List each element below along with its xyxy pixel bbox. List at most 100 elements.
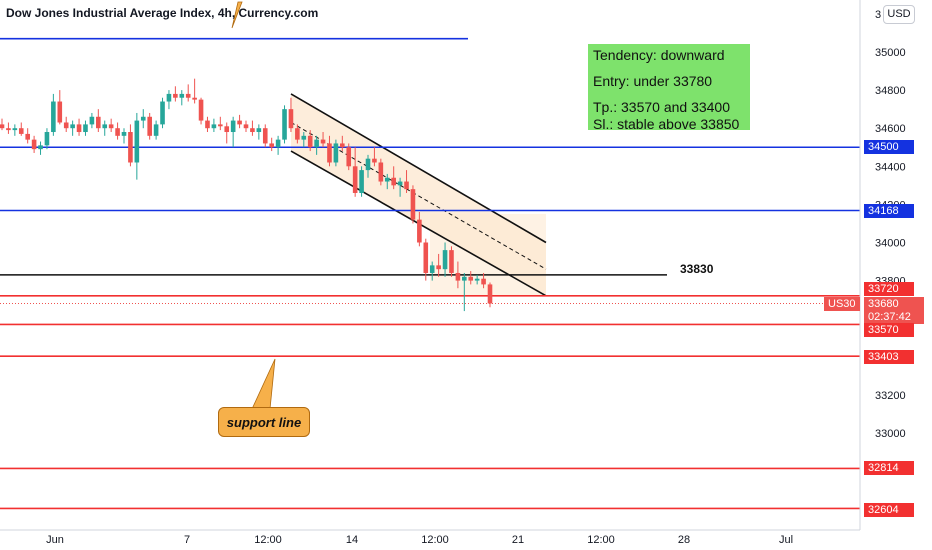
symbol-tag: US30 xyxy=(824,297,860,311)
candle-body xyxy=(0,124,5,129)
candle-body xyxy=(224,126,230,133)
candle-body xyxy=(128,132,133,163)
x-tick-label: 7 xyxy=(184,534,190,546)
trade-idea-box: Tendency: downward Entry: under 33780 Tp… xyxy=(588,44,750,132)
y-tick-label: 34400 xyxy=(875,161,906,173)
callout-pointers xyxy=(231,1,276,410)
candle-body xyxy=(327,143,332,163)
title-pointer xyxy=(231,1,243,29)
candle-body xyxy=(12,128,18,131)
candle-body xyxy=(76,124,82,133)
level-tag-34500: 34500 xyxy=(864,140,914,154)
level-tag-33720: 33720 xyxy=(864,282,914,296)
x-tick-label: 12:00 xyxy=(587,534,615,546)
candle-body xyxy=(269,143,274,148)
candle-body xyxy=(404,181,409,190)
candle-body xyxy=(166,93,172,102)
candle-body xyxy=(211,124,217,129)
candle-body xyxy=(314,139,319,148)
candle-body xyxy=(198,99,204,121)
candle-body xyxy=(83,124,88,133)
candle-body xyxy=(275,139,281,148)
candle-body xyxy=(108,124,114,129)
currency-button[interactable]: USD xyxy=(883,5,915,24)
horizontal-levels xyxy=(0,37,860,510)
candle-body xyxy=(147,116,152,136)
candle-body xyxy=(282,109,287,140)
candle-body xyxy=(359,170,364,193)
y-tick-label: 34000 xyxy=(875,238,906,250)
y-tick-label: 33200 xyxy=(875,390,906,402)
candle-body xyxy=(474,278,480,281)
candle-body xyxy=(423,242,429,273)
candle-body xyxy=(115,128,120,136)
x-tick-label: Jun xyxy=(46,534,64,546)
candle-body xyxy=(185,93,191,98)
tp-text: Tp.: 33570 and 33400 xyxy=(593,99,731,115)
entry-text: Entry: under 33780 xyxy=(593,73,713,89)
candle-body xyxy=(468,276,474,281)
candle-body xyxy=(51,101,56,133)
candle-body xyxy=(391,177,396,186)
candle-body xyxy=(346,147,352,167)
candle-body xyxy=(121,132,127,136)
candle-body xyxy=(288,109,294,129)
candle-body xyxy=(449,250,454,273)
candle-body xyxy=(481,278,486,285)
x-tick-label: 28 xyxy=(678,534,690,546)
axes: 3300033200334003360033800340003420034400… xyxy=(0,0,906,546)
candle-body xyxy=(307,135,313,148)
candle-body xyxy=(417,219,422,243)
y-tick-label: 34800 xyxy=(875,85,906,97)
channel-upper-line xyxy=(290,93,547,244)
candle-body xyxy=(429,265,435,273)
candle-body xyxy=(179,93,185,98)
level-tag-34168: 34168 xyxy=(864,204,914,218)
candle-body xyxy=(25,133,30,140)
candle-body xyxy=(38,145,43,150)
x-tick-label: 12:00 xyxy=(254,534,282,546)
y-tick-label: 33000 xyxy=(875,428,906,440)
x-tick-label: Jul xyxy=(779,534,793,546)
y-tick-label: 3 xyxy=(875,9,881,21)
candle-body xyxy=(436,265,441,270)
level-tag-33570: 33570 xyxy=(864,323,914,337)
candle-body xyxy=(31,139,37,150)
candle-body xyxy=(340,143,345,148)
candle-body xyxy=(153,124,159,136)
candle-body xyxy=(455,272,461,281)
candle-body xyxy=(372,158,377,163)
y-tick-label: 34600 xyxy=(875,123,906,135)
level-tag-32604: 32604 xyxy=(864,503,914,517)
candle-body xyxy=(44,132,50,146)
level-tag-32814: 32814 xyxy=(864,461,914,475)
chart-title: Dow Jones Industrial Average Index, 4h, … xyxy=(6,6,319,20)
y-tick-label: 35000 xyxy=(875,47,906,59)
candle-body xyxy=(352,166,358,193)
candle-body xyxy=(230,120,236,133)
sl-text: Sl.: stable above 33850 xyxy=(593,116,740,132)
candle-body xyxy=(462,276,467,281)
candle-body xyxy=(237,120,242,125)
level-33830-label: 33830 xyxy=(680,262,714,276)
candle-body xyxy=(192,97,197,100)
candle-body xyxy=(205,120,210,129)
candle-body xyxy=(301,135,307,140)
candle-body xyxy=(96,116,101,129)
candle-body xyxy=(89,116,95,125)
candle-body xyxy=(160,101,165,125)
candle-body xyxy=(295,128,300,140)
candle-body xyxy=(173,93,178,98)
candle-body xyxy=(397,181,403,186)
candle-body xyxy=(102,124,108,129)
candle-body xyxy=(487,284,493,304)
candlesticks xyxy=(0,78,493,312)
candle-body xyxy=(333,143,339,163)
x-tick-label: 14 xyxy=(346,534,358,546)
level-tag-33403: 33403 xyxy=(864,350,914,364)
support-pointer xyxy=(251,358,276,410)
candle-body xyxy=(442,250,448,270)
candle-body xyxy=(57,101,63,123)
x-tick-label: 21 xyxy=(512,534,524,546)
